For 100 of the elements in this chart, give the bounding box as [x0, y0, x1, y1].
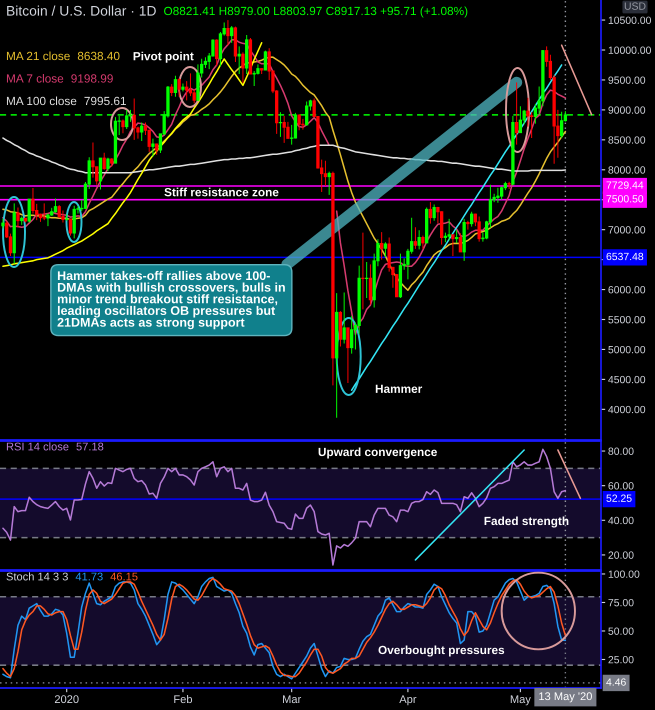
annotation: 7995.61: [84, 96, 126, 106]
candlestick: [98, 158, 102, 190]
candlestick: [418, 230, 421, 250]
line-series: [2, 137, 566, 174]
candlestick: [331, 171, 335, 386]
candlestick: [398, 253, 402, 298]
candlestick: [338, 310, 342, 347]
candlestick: [226, 20, 230, 46]
annotation: Hammer takes-off rallies above 100- DMAs with bullish crossovers, bulls in minor trend breakout stiff resistance, leading oscillators OB pressures but 21DMAs acts as strong support: [58, 270, 285, 330]
candlestick: [514, 82, 518, 146]
x-tick-label: Mar: [283, 695, 302, 704]
candlestick: [16, 207, 20, 228]
chart-title: Stoch 14 3 3: [6, 572, 68, 580]
x-tick-label: Apr: [399, 695, 416, 706]
candlestick: [466, 220, 470, 230]
annotation: Upward convergence: [318, 447, 437, 459]
candlestick: [1, 218, 5, 229]
candlestick: [241, 52, 245, 84]
chart-title: Bitcoin / U.S. Dollar · 1D: [7, 6, 156, 16]
candlestick: [477, 216, 481, 242]
line-series: [2, 448, 566, 566]
candlestick: [346, 327, 350, 384]
candlestick: [28, 198, 31, 223]
annotation: Stiff resistance zone: [164, 188, 278, 196]
candlestick: [72, 205, 76, 239]
annotation: Hammer: [376, 384, 422, 394]
y-tick-label: 6000.00: [608, 286, 646, 294]
candlestick: [384, 242, 388, 258]
candlestick: [155, 142, 158, 156]
y-tick-label: 10000.00: [608, 46, 651, 54]
candlestick: [170, 84, 174, 97]
candlestick: [282, 115, 286, 144]
candlestick: [350, 315, 354, 354]
candlestick: [328, 171, 331, 196]
candlestick: [264, 50, 268, 71]
candlestick: [230, 26, 234, 44]
ref-line-label: 7500.50: [606, 195, 644, 202]
candlestick: [361, 232, 365, 310]
y-tick-label: 75.00: [608, 598, 634, 606]
y-tick-label: 4500.00: [608, 376, 646, 384]
candlestick: [106, 157, 110, 172]
annotation: 41.73: [76, 572, 103, 580]
candlestick: [298, 114, 301, 131]
y-axis-title: USD: [624, 2, 646, 10]
text: RSI 14 close: [6, 442, 68, 450]
candlestick: [102, 152, 106, 170]
y-tick-label: 40.00: [608, 516, 634, 524]
candlestick: [511, 115, 515, 186]
candlestick: [238, 46, 241, 74]
candlestick: [110, 158, 114, 167]
annotation: 57.18: [76, 442, 104, 450]
annotation: 9198.99: [71, 74, 113, 83]
candlestick: [432, 204, 436, 222]
y-tick-label: 7000.00: [608, 226, 646, 234]
y-tick-label: 8000.00: [608, 166, 646, 174]
candlestick: [462, 218, 466, 262]
ref-line-label: 4.46: [606, 678, 626, 686]
candlestick: [20, 216, 24, 226]
candlestick: [365, 262, 368, 298]
candlestick: [496, 187, 500, 204]
annotation: Faded strength: [484, 516, 568, 528]
candlestick: [24, 218, 28, 223]
text: MA 21 close: [6, 52, 70, 60]
candlestick: [451, 234, 455, 257]
candlestick: [12, 202, 16, 264]
candlestick: [428, 202, 432, 224]
ref-line-label: 52.25: [606, 494, 632, 502]
candlestick: [448, 218, 451, 241]
y-tick-label: 50.00: [608, 627, 634, 635]
candlestick: [301, 118, 305, 130]
candlestick: [507, 181, 511, 190]
candlestick: [335, 292, 338, 418]
text: O8821.41 H8979.00 L8803.97 C8917.13 +95.71 (+1.08%): [164, 6, 468, 18]
candlestick: [368, 264, 372, 306]
candlestick: [121, 118, 125, 134]
candlestick: [151, 138, 155, 158]
candlestick: [248, 38, 252, 76]
y-tick-label: 4000.00: [608, 406, 646, 414]
y-tick-label: 10500.00: [608, 16, 651, 24]
y-tick-label: 9000.00: [608, 106, 646, 114]
y-tick-label: 5500.00: [608, 316, 646, 324]
candlestick: [425, 207, 428, 244]
candlestick: [421, 235, 425, 250]
candlestick: [380, 232, 384, 260]
candlestick: [245, 34, 248, 74]
candlestick: [215, 38, 218, 66]
annotation: Pivot point: [134, 52, 194, 63]
x-tick-label: Feb: [174, 694, 192, 704]
annotation: Overbought pressures: [378, 646, 504, 657]
annotation: 8638.40: [78, 52, 120, 60]
y-tick-label: 20.00: [608, 551, 634, 559]
ref-line-label: 13 May '20: [539, 692, 592, 702]
text: MA 7 close: [6, 74, 64, 83]
candlestick: [260, 67, 264, 74]
y-tick-label: 100.00: [608, 570, 640, 578]
y-tick-label: 9500.00: [608, 76, 646, 84]
candlestick: [58, 204, 61, 219]
y-tick-label: 25.00: [608, 656, 634, 664]
candlestick: [65, 214, 68, 222]
annotation: 46.15: [110, 572, 138, 580]
